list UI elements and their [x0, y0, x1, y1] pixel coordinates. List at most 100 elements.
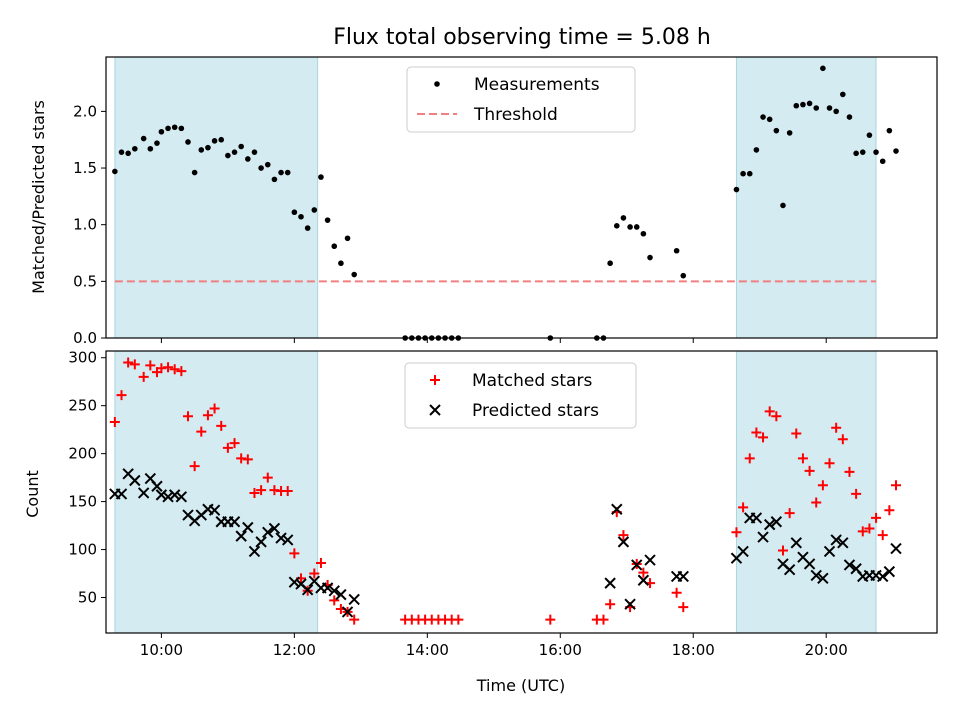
- predicted-star-point: [817, 572, 829, 585]
- measurement-point: [205, 144, 211, 151]
- legend-dot-marker: [434, 81, 440, 87]
- matched-star-point: [289, 548, 300, 559]
- matched-star-point: [309, 568, 320, 579]
- predicted-star-point: [770, 516, 783, 528]
- predicted-star-point: [175, 491, 188, 503]
- legend-x-marker: [429, 404, 441, 416]
- measurement-point: [760, 114, 766, 120]
- measurement-point: [251, 149, 258, 155]
- predicted-star-point: [301, 584, 314, 596]
- measurement-point: [154, 140, 160, 146]
- predicted-star-point: [348, 593, 360, 606]
- predicted-star-point: [155, 489, 168, 501]
- measurement-point: [344, 235, 351, 242]
- predicted-star-point: [288, 576, 301, 588]
- predicted-star-point: [757, 531, 769, 543]
- matched-star-point: [731, 527, 742, 538]
- measurement-point: [264, 161, 271, 168]
- measurement-point: [211, 138, 218, 144]
- measurement-point: [873, 149, 879, 155]
- matched-star-point: [216, 420, 227, 431]
- predicted-star-point: [275, 532, 287, 544]
- measurement-point: [753, 147, 760, 153]
- bottom-panel: 10:00 12:00 14:00 16:00 18:00 20:00 50 100 150 20…: [68, 349, 938, 659]
- y-tick-label: 2.0: [73, 102, 97, 120]
- axes-frame: [105, 56, 938, 339]
- matched-star-point: [744, 453, 755, 464]
- matched-star-point: [145, 360, 156, 371]
- predicted-star-point: [677, 570, 689, 583]
- measurement-point: [879, 158, 886, 165]
- matched-star-point: [242, 454, 253, 465]
- measurement-point: [258, 165, 264, 171]
- predicted-star-point: [737, 545, 749, 558]
- x-axis-label: Time (UTC): [476, 676, 565, 695]
- measurement-point: [826, 105, 833, 111]
- matched-star-point: [169, 364, 180, 375]
- measurement-point: [786, 130, 793, 136]
- legend-label: Threshold: [473, 105, 558, 125]
- measurement-point: [225, 152, 231, 159]
- predicted-star-point: [843, 559, 856, 571]
- matched-star-point: [349, 614, 360, 625]
- predicted-star-point: [162, 491, 174, 503]
- legend: Measurements Threshold: [406, 66, 636, 133]
- predicted-star-point: [335, 588, 347, 601]
- matched-star-point: [329, 595, 340, 606]
- predicted-star-point: [624, 598, 636, 610]
- matched-star-point: [163, 362, 174, 373]
- x-tick-label: 16:00: [539, 641, 582, 659]
- predicted-star-point: [151, 480, 163, 492]
- predicted-star-point: [341, 606, 354, 618]
- measurement-point: [311, 207, 318, 213]
- measurement-point: [338, 260, 344, 267]
- measurement-point: [866, 132, 873, 138]
- predicted-star-point: [129, 474, 141, 487]
- matched-star-point: [824, 458, 835, 469]
- matched-star-point: [189, 461, 200, 472]
- matched-star-point: [817, 480, 828, 491]
- predicted-star-point: [248, 545, 261, 558]
- measurement-point: [284, 169, 291, 176]
- measurement-point: [633, 224, 640, 230]
- measurement-point: [853, 150, 859, 157]
- measurement-point: [859, 149, 866, 155]
- measurement-point: [304, 225, 311, 231]
- predicted-star-point: [255, 536, 267, 548]
- matched-star-point: [598, 614, 609, 625]
- measurement-point: [171, 124, 178, 131]
- matched-star-point: [777, 545, 788, 556]
- measurement-point: [351, 271, 357, 278]
- measurement-point: [147, 145, 154, 152]
- matched-star-point: [209, 403, 220, 414]
- matched-star-point: [871, 512, 882, 523]
- y-tick-label: 100: [68, 541, 97, 559]
- matched-star-point: [671, 587, 682, 598]
- matched-star-point: [851, 488, 862, 499]
- measurement-point: [158, 128, 165, 135]
- matched-star-point: [837, 434, 848, 445]
- matched-star-point: [545, 614, 556, 625]
- matched-star-point: [453, 614, 464, 625]
- measurement-point: [178, 125, 185, 132]
- measurement-point: [806, 100, 813, 107]
- matched-star-point: [176, 366, 187, 377]
- measurement-point: [620, 215, 627, 221]
- x-tick-label: 18:00: [672, 641, 715, 659]
- shaded-interval: [735, 56, 877, 339]
- matched-star-point: [262, 472, 273, 483]
- measurement-point: [324, 217, 331, 223]
- predicted-star-point: [115, 488, 128, 500]
- predicted-star-point: [631, 559, 643, 571]
- predicted-star-point: [262, 526, 274, 538]
- measurement-point: [813, 105, 820, 111]
- y-tick-label: 0.0: [73, 329, 97, 347]
- matched-star-point: [196, 426, 207, 437]
- x-tick-label: 14:00: [406, 641, 449, 659]
- y-tick-label: 1.5: [73, 159, 97, 177]
- measurement-point: [198, 147, 205, 153]
- predicted-star-point: [763, 518, 776, 531]
- predicted-star-point: [790, 537, 802, 549]
- matched-star-point: [315, 557, 326, 568]
